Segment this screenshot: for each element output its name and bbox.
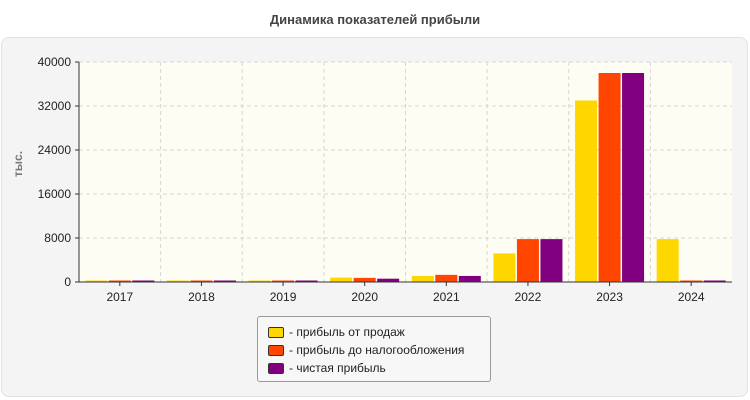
bar — [656, 239, 679, 282]
legend-item-pretax-profit[interactable]: - прибыль до налогообложения — [268, 341, 490, 359]
bar — [272, 280, 295, 282]
y-tick-label: 40000 — [38, 55, 72, 69]
legend-label: - прибыль до налогообложения — [289, 343, 465, 357]
bar — [295, 280, 318, 282]
legend-item-sales-profit[interactable]: - прибыль от продаж — [268, 323, 490, 341]
legend-item-net-profit[interactable]: - чистая прибыль — [268, 359, 490, 377]
bar — [411, 275, 434, 282]
x-tick-label: 2021 — [433, 290, 460, 304]
legend-label: - чистая прибыль — [289, 361, 386, 375]
bar — [703, 280, 726, 282]
x-tick-label: 2022 — [515, 290, 542, 304]
bar — [85, 280, 108, 282]
chart-legend: - прибыль от продаж - прибыль до налогоо… — [257, 316, 491, 382]
y-axis-label: тыс. — [11, 151, 25, 177]
x-tick-label: 2024 — [678, 290, 705, 304]
bar — [213, 280, 236, 282]
x-tick-label: 2020 — [351, 290, 378, 304]
bar — [458, 275, 481, 282]
bar — [435, 274, 458, 282]
x-tick-label: 2018 — [188, 290, 215, 304]
y-tick-label: 16000 — [38, 187, 72, 201]
bar — [575, 100, 598, 282]
x-tick-label: 2019 — [270, 290, 297, 304]
x-tick-label: 2023 — [596, 290, 623, 304]
legend-label: - прибыль от продаж — [289, 325, 405, 339]
legend-swatch-net-profit — [268, 362, 284, 374]
legend-swatch-sales-profit — [268, 326, 284, 338]
bar — [353, 277, 376, 282]
legend-swatch-pretax-profit — [268, 344, 284, 356]
bar — [190, 280, 213, 282]
y-tick-label: 0 — [64, 275, 71, 289]
bar — [330, 277, 353, 282]
bar — [680, 280, 703, 282]
bar — [516, 239, 539, 282]
bar — [598, 73, 621, 282]
bar — [108, 280, 131, 282]
y-tick-label: 32000 — [38, 99, 72, 113]
y-tick-label: 24000 — [38, 143, 72, 157]
bar — [377, 278, 400, 282]
bar — [248, 280, 271, 282]
bar — [540, 239, 563, 282]
bar — [132, 280, 155, 282]
bar — [166, 280, 189, 282]
y-tick-label: 8000 — [44, 231, 71, 245]
chart-title: Динамика показателей прибыли — [269, 12, 481, 27]
bar — [493, 253, 516, 282]
bar — [622, 73, 645, 282]
x-tick-label: 2017 — [106, 290, 133, 304]
